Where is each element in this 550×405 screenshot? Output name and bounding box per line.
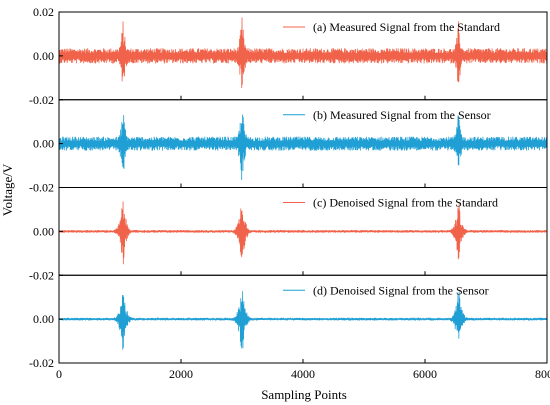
legend-label-a: (a) Measured Signal from the Standard [313, 20, 500, 34]
signal-trace-a [58, 17, 548, 88]
signal-trace-c [58, 201, 548, 265]
x-axis-title: Sampling Points [261, 387, 347, 402]
y-tick-label: 0.00 [33, 137, 54, 151]
y-tick-label: 0.00 [33, 49, 54, 63]
x-tick-label: 4000 [291, 367, 315, 381]
y-tick-label: -0.02 [29, 268, 54, 282]
y-tick-label: 0.00 [33, 312, 54, 326]
legend-label-c: (c) Denoised Signal from the Standard [313, 196, 498, 210]
signal-trace-b [58, 114, 548, 181]
y-axis-title: Voltage/V [0, 163, 15, 216]
x-tick-label: 2000 [169, 367, 193, 381]
y-tick-label: 0.02 [33, 5, 54, 19]
y-tick-label: -0.02 [29, 181, 54, 195]
legend-label-d: (d) Denoised Signal from the Sensor [313, 283, 489, 297]
x-tick-label: 0 [56, 367, 62, 381]
legend-label-b: (b) Measured Signal from the Sensor [313, 108, 491, 122]
y-tick-label: 0.00 [33, 224, 54, 238]
x-tick-label: 8000 [535, 367, 550, 381]
x-tick-label: 6000 [413, 367, 437, 381]
signal-trace-d [58, 291, 548, 350]
y-tick-label: -0.02 [29, 356, 54, 370]
y-tick-label: -0.02 [29, 93, 54, 107]
